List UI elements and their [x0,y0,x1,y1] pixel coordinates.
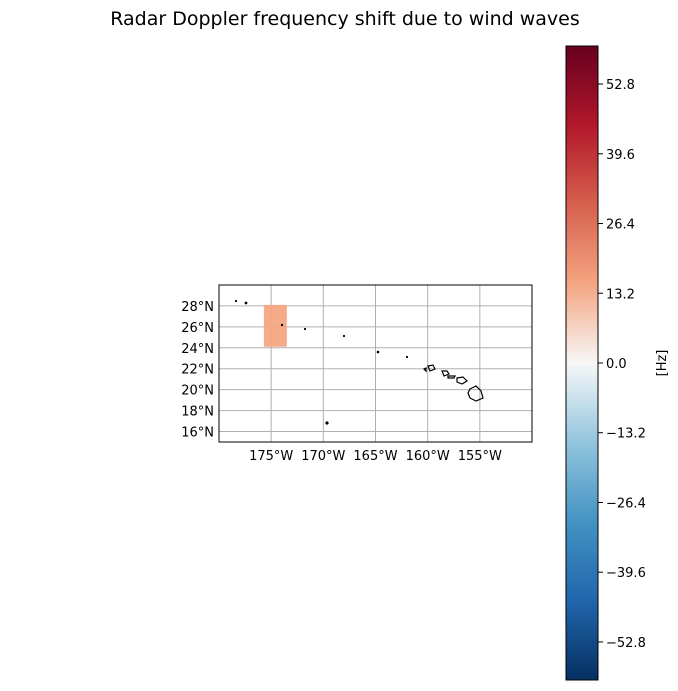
island-molokai [447,375,456,379]
colorbar-tick-label: −39.6 [606,566,646,581]
lat-tick-label: 22°N [181,363,214,378]
map-frame [218,284,533,443]
lat-tick-label: 26°N [181,321,214,336]
colorbar-tick-label: 0.0 [606,357,627,372]
island-hawaii [467,385,484,402]
island-kure [234,299,238,303]
island-oahu [441,370,450,377]
colorbar-ticks: 52.8 39.6 26.4 13.2 0.0 −13.2 −26.4 −39.6 −52.8 [598,78,646,651]
colorbar: 52.839.626.413.20.0−13.2−26.4−39.6−52.8 … [565,45,670,681]
colorbar-gradient [565,45,599,681]
lat-tick-label: 28°N [181,300,214,315]
island-ffs [342,334,346,338]
lon-tick-label: 170°W [301,449,345,464]
lat-tick-label: 20°N [181,384,214,399]
colorbar-tick-label: 39.6 [606,148,635,163]
colorbar-tick-label: −26.4 [606,496,646,511]
colorbar-tick-label: 13.2 [606,287,635,302]
island-maui [456,376,468,385]
island-laysan [303,327,307,331]
lat-tick-label: 18°N [181,405,214,420]
gridlines [219,285,532,442]
island-niihau [422,367,427,373]
figure-title: Radar Doppler frequency shift due to win… [110,8,580,30]
colorbar-tick-label: 52.8 [606,78,635,93]
colorbar-label: [Hz] [655,350,670,377]
lat-tick-label: 16°N [181,426,214,441]
lon-tick-label: 160°W [406,449,450,464]
lon-tick-label: 155°W [458,449,502,464]
map-axes: 28°N26°N24°N22°N20°N18°N16°N 175°W 170°W 1… [181,284,533,464]
lat-tick-label: 24°N [181,342,214,357]
colorbar-tick-label: 26.4 [606,218,635,233]
colorbar-tick-label: −52.8 [606,636,646,651]
coastlines [234,299,484,425]
island-lisianski [280,323,284,327]
island-nihoa [405,355,409,359]
island-midway [244,301,248,305]
latitude-labels: 28°N 26°N 24°N 22°N 20°N 18°N 16°N [181,300,214,441]
island-johnston [325,421,329,425]
lon-tick-label: 175°W [249,449,293,464]
data-patch [263,304,287,347]
island-kauai [427,364,436,372]
island-necker [376,350,380,354]
longitude-labels: 175°W 170°W 165°W 160°W 155°W [249,449,502,464]
colorbar-tick-label: −13.2 [606,427,646,442]
lon-tick-label: 165°W [353,449,397,464]
